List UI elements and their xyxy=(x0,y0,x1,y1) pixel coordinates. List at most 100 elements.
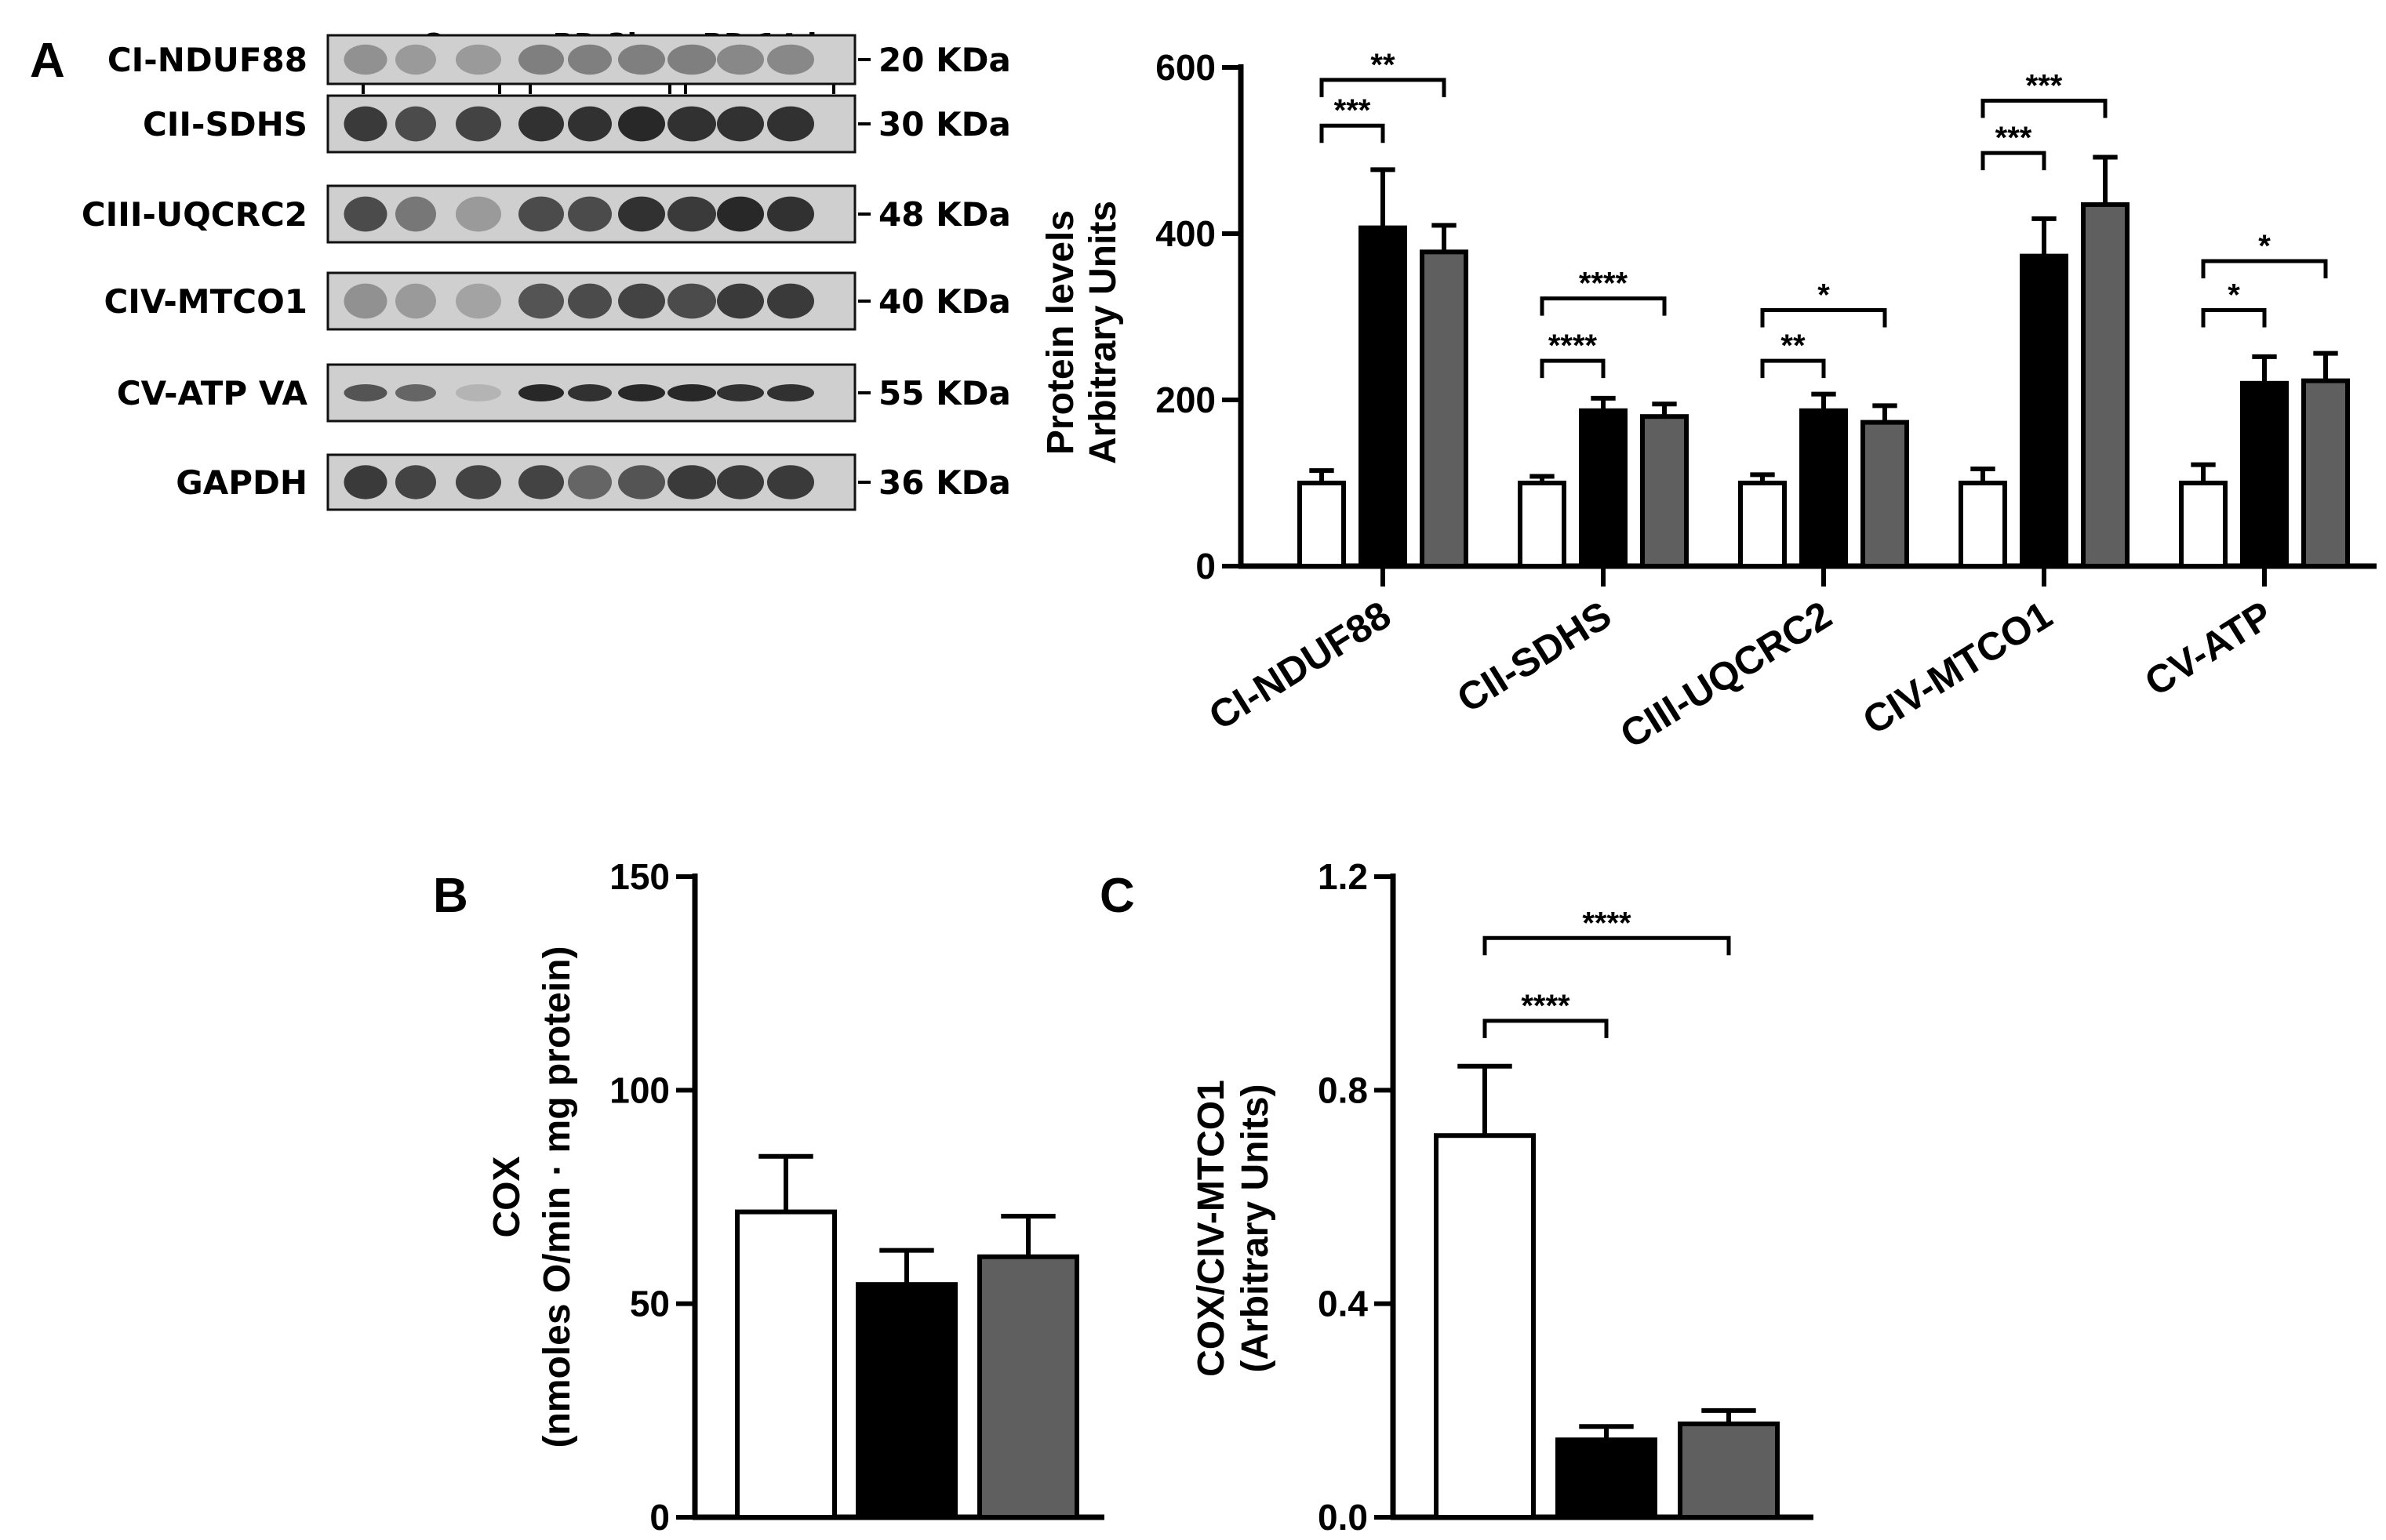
blot-band xyxy=(717,384,764,401)
blot-band xyxy=(618,44,665,75)
panel-letter-c: C xyxy=(1100,869,1135,923)
bar-series-2 xyxy=(2301,378,2350,568)
significance-bracket xyxy=(1319,78,1446,97)
blot-band xyxy=(667,384,716,401)
blot-band xyxy=(344,283,387,319)
significance-bracket xyxy=(1482,935,1731,956)
bar-series-0 xyxy=(1297,481,1346,568)
blot-band xyxy=(395,465,436,499)
y-axis-title-line1: COX xyxy=(486,1156,528,1237)
blot-row-label: CIV-MTCO1 xyxy=(104,282,307,321)
blot-row-label: CV-ATP VA xyxy=(117,374,308,412)
blot-band xyxy=(518,384,564,401)
x-category-label: CIII-UQCRC2 xyxy=(1613,593,1839,757)
bar-series-2 xyxy=(1640,414,1689,569)
blot-band xyxy=(568,106,612,142)
y-tick-label: 150 xyxy=(609,856,670,897)
y-tick-label: 200 xyxy=(1155,380,1216,420)
blot-kda-label: 55 KDa xyxy=(878,374,1011,412)
blot-band xyxy=(667,465,716,499)
y-tick-label: 0.8 xyxy=(1318,1070,1368,1110)
x-category-label: CII-SDHS xyxy=(1449,593,1619,721)
significance-label: ** xyxy=(1780,329,1806,363)
blot-kda-label: 20 KDa xyxy=(878,41,1011,79)
blot-band xyxy=(344,106,387,142)
bar-series-0 xyxy=(1518,481,1566,568)
y-tick-label: 0 xyxy=(649,1497,670,1538)
blot-band xyxy=(395,106,436,142)
y-tick-label: 1.2 xyxy=(1318,856,1368,897)
significance-label: **** xyxy=(1579,267,1628,301)
blot-band xyxy=(667,106,716,142)
blot-row-label: CI-NDUF88 xyxy=(107,41,307,79)
significance-bracket xyxy=(2201,308,2267,328)
bar-series-1 xyxy=(2240,380,2289,568)
blot-row-label: GAPDH xyxy=(176,463,307,502)
significance-label: *** xyxy=(1995,121,2032,155)
blot-band xyxy=(767,384,814,401)
blot-band xyxy=(767,44,814,75)
blot-band xyxy=(456,106,501,142)
panel-letter-a: A xyxy=(30,34,65,88)
blot-band xyxy=(667,44,716,75)
blot-band xyxy=(717,465,764,499)
blot-band xyxy=(456,44,501,75)
blot-band xyxy=(344,465,387,499)
blot-band xyxy=(568,384,612,401)
x-category-label: CIV-MTCO1 xyxy=(1855,593,2060,743)
significance-label: ** xyxy=(1370,48,1395,82)
y-tick-label: 100 xyxy=(609,1070,670,1110)
blot-band xyxy=(717,196,764,232)
bar-series-0 xyxy=(1434,1133,1536,1520)
significance-bracket xyxy=(1760,358,1826,379)
bar-series-2 xyxy=(977,1254,1079,1520)
bar-series-1 xyxy=(856,1282,958,1520)
bar-series-0 xyxy=(1959,481,2007,568)
significance-label: * xyxy=(2228,278,2240,313)
blot-strip xyxy=(326,34,857,85)
blot-row-label: CII-SDHS xyxy=(143,105,307,143)
significance-label: *** xyxy=(1334,93,1371,128)
bar-series-1 xyxy=(1579,408,1628,569)
x-category-label: CV-ATP xyxy=(2137,593,2280,705)
significance-label: *** xyxy=(2026,68,2063,103)
blot-band xyxy=(344,44,387,75)
blot-band xyxy=(518,196,564,232)
bar-series-2 xyxy=(1420,249,1468,568)
blot-band xyxy=(568,465,612,499)
blot-band xyxy=(395,384,436,401)
blot-band xyxy=(667,196,716,232)
blot-band xyxy=(568,283,612,319)
bar-series-2 xyxy=(2081,202,2130,568)
bar-series-0 xyxy=(735,1209,837,1520)
blot-row-label: CIII-UQCRC2 xyxy=(82,195,307,234)
significance-label: **** xyxy=(1548,329,1598,363)
significance-bracket xyxy=(1980,151,2046,171)
blot-band xyxy=(767,465,814,499)
bar-series-1 xyxy=(1555,1437,1657,1520)
bar-series-1 xyxy=(1799,408,1848,569)
blot-band xyxy=(717,106,764,142)
bar-series-1 xyxy=(2020,253,2068,568)
significance-bracket xyxy=(1540,296,1667,316)
blot-band xyxy=(618,384,665,401)
panel-letter-b: B xyxy=(433,869,468,923)
y-axis-title-line1: Protein levels xyxy=(1040,210,1082,455)
y-tick-label: 50 xyxy=(630,1284,670,1324)
blot-kda-label: 48 KDa xyxy=(878,195,1011,234)
y-tick-label: 0.0 xyxy=(1318,1497,1368,1538)
blot-band xyxy=(568,44,612,75)
chart-b-cox-activity: 0 50 100 150 COX (nmoles O/min · mg protein) xyxy=(486,856,1104,1538)
y-axis-title-line2: (nmoles O/min · mg protein) xyxy=(536,946,578,1447)
significance-label: * xyxy=(1817,278,1830,313)
chart-c-cox-ratio: 0.0 0.4 0.8 1.2 **** **** COX/CIV-MTCO1 (Arbitr… xyxy=(1191,856,1813,1538)
y-tick-label: 0.4 xyxy=(1318,1284,1368,1324)
blot-band xyxy=(456,196,501,232)
blot-band xyxy=(518,106,564,142)
blot-band xyxy=(717,44,764,75)
y-axis-title-line2: Arbitrary Units xyxy=(1082,201,1124,464)
y-tick-label: 600 xyxy=(1155,47,1216,88)
significance-label: * xyxy=(2258,229,2271,263)
